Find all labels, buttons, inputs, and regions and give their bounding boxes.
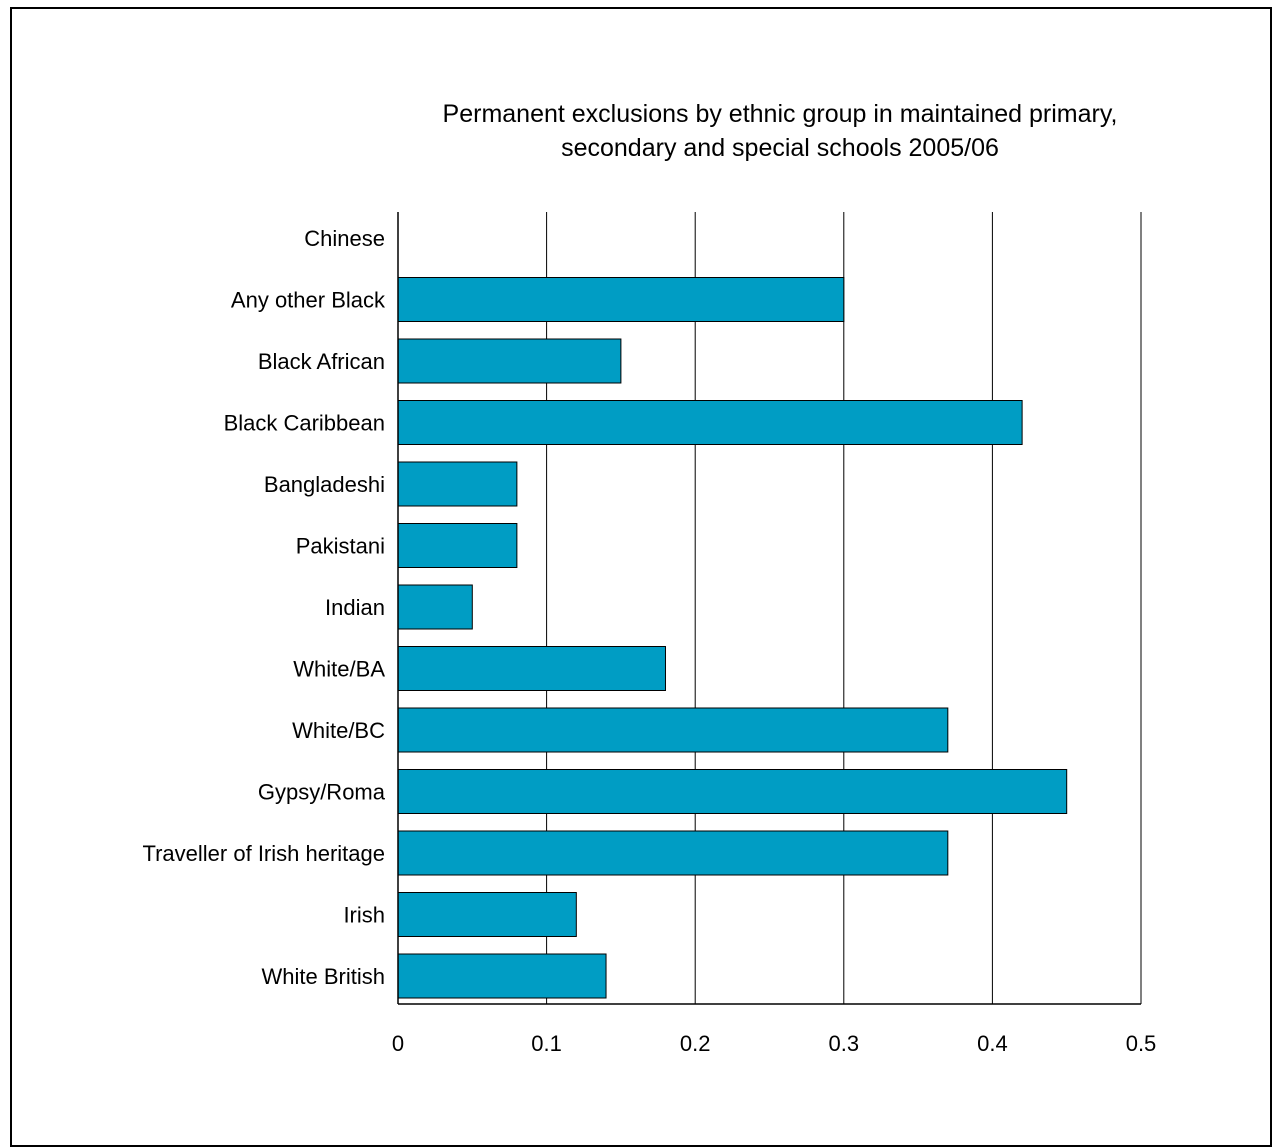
bar-9 xyxy=(397,769,1068,814)
bar-3 xyxy=(397,400,1023,445)
x-tick-label-5: 0.5 xyxy=(1126,1031,1157,1056)
category-label-7: White/BA xyxy=(293,657,385,682)
category-label-6: Indian xyxy=(325,595,385,620)
bar-5 xyxy=(397,523,518,568)
category-labels: Chinese Any other Black Black African Black… xyxy=(142,226,386,989)
x-tick-label-4: 0.4 xyxy=(977,1031,1008,1056)
chart-title-line-1: Permanent exclusions by ethnic group in … xyxy=(442,100,1118,128)
bar-8 xyxy=(397,707,949,753)
category-label-0: Chinese xyxy=(304,226,385,251)
bar-6 xyxy=(397,584,473,630)
category-label-3: Black Caribbean xyxy=(224,411,385,436)
bar-1 xyxy=(397,277,845,322)
x-tick-labels: 0 0.1 0.2 0.3 0.4 0.5 xyxy=(392,1031,1156,1056)
category-label-5: Pakistani xyxy=(296,534,385,559)
category-label-9: Gypsy/Roma xyxy=(258,780,386,805)
category-label-1: Any other Black xyxy=(231,288,386,313)
axes xyxy=(397,212,1141,1005)
chart-title-line-2: secondary and special schools 2005/06 xyxy=(561,134,999,162)
category-label-2: Black African xyxy=(258,349,385,374)
chart-title: Permanent exclusions by ethnic group in … xyxy=(330,97,1230,165)
bar-12 xyxy=(397,953,607,999)
x-tick-label-0: 0 xyxy=(392,1031,404,1056)
bar-11 xyxy=(397,892,577,937)
x-tick-label-2: 0.2 xyxy=(680,1031,711,1056)
category-label-8: White/BC xyxy=(292,718,385,743)
bars xyxy=(397,277,1068,999)
bar-10 xyxy=(397,830,949,876)
bar-2 xyxy=(397,338,622,384)
chart-frame xyxy=(10,7,1272,1147)
category-label-12: White British xyxy=(262,964,385,989)
x-tick-label-1: 0.1 xyxy=(531,1031,562,1056)
x-tick-label-3: 0.3 xyxy=(829,1031,860,1056)
category-label-4: Bangladeshi xyxy=(264,472,385,497)
bar-7 xyxy=(397,646,666,691)
category-label-11: Irish xyxy=(343,903,385,928)
category-label-10: Traveller of Irish heritage xyxy=(142,841,385,866)
bar-4 xyxy=(397,461,518,507)
grid-lines xyxy=(546,212,1142,1004)
